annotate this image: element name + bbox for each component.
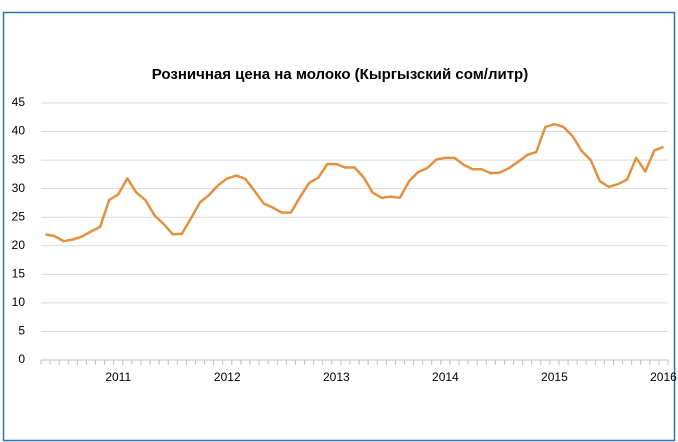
y-tick-label: 45 [12, 95, 26, 109]
x-tick-label: 2014 [432, 370, 459, 384]
x-tick-label: 2013 [323, 370, 350, 384]
x-tick-label: 2016 [650, 370, 677, 384]
frame [2, 11, 676, 442]
y-tick-label: 30 [12, 181, 26, 195]
x-tick-label: 2011 [105, 370, 131, 384]
y-tick-label: 15 [12, 267, 26, 281]
y-tick-label: 35 [12, 152, 26, 166]
y-tick-label: 10 [12, 295, 26, 309]
x-tick-label: 2015 [541, 370, 568, 384]
x-tick-label: 2012 [214, 370, 241, 384]
y-tick-label: 25 [12, 209, 26, 223]
y-tick-label: 0 [18, 352, 25, 366]
y-tick-label: 20 [12, 238, 26, 252]
chart-title: Розничная цена на молоко (Кыргызский сом… [152, 66, 528, 83]
y-tick-label: 40 [12, 124, 26, 138]
y-tick-label: 5 [18, 324, 25, 338]
data-line [45, 122, 664, 243]
